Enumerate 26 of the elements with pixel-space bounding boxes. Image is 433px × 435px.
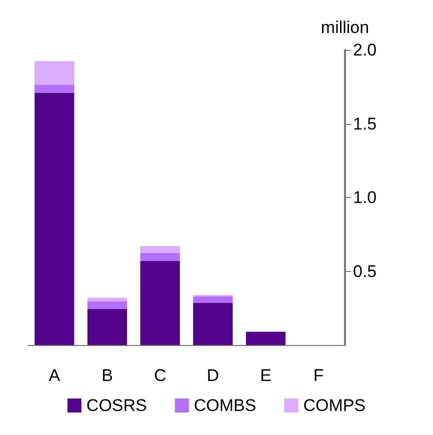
bar: [87, 308, 128, 345]
bar: [193, 296, 233, 303]
x-tick-label: E: [260, 366, 272, 385]
bar: [140, 246, 180, 253]
bar: [34, 61, 74, 85]
bar: [34, 92, 74, 345]
y-tick-label: 2.0: [353, 40, 377, 60]
x-tick-label: A: [48, 366, 61, 385]
y-tick-label: 1.0: [353, 188, 377, 207]
bar: [193, 302, 233, 345]
x-tick-label: B: [102, 366, 113, 385]
y-axis-title: million: [320, 18, 370, 37]
bar: [140, 252, 180, 261]
legend-label: COMPS: [303, 396, 366, 415]
bar: [140, 260, 180, 345]
x-tick-label: D: [206, 366, 220, 385]
legend-label: COMBS: [194, 396, 256, 415]
legend-label: COSRS: [86, 396, 147, 415]
x-tick-label: F: [313, 366, 324, 385]
x-tick-label: C: [154, 366, 166, 385]
bar: [34, 84, 74, 93]
bar: [246, 332, 286, 345]
bar: [87, 301, 128, 309]
y-tick-label: 0.5: [353, 262, 377, 281]
y-tick-label: 1.5: [353, 114, 377, 134]
bar: [87, 298, 128, 302]
